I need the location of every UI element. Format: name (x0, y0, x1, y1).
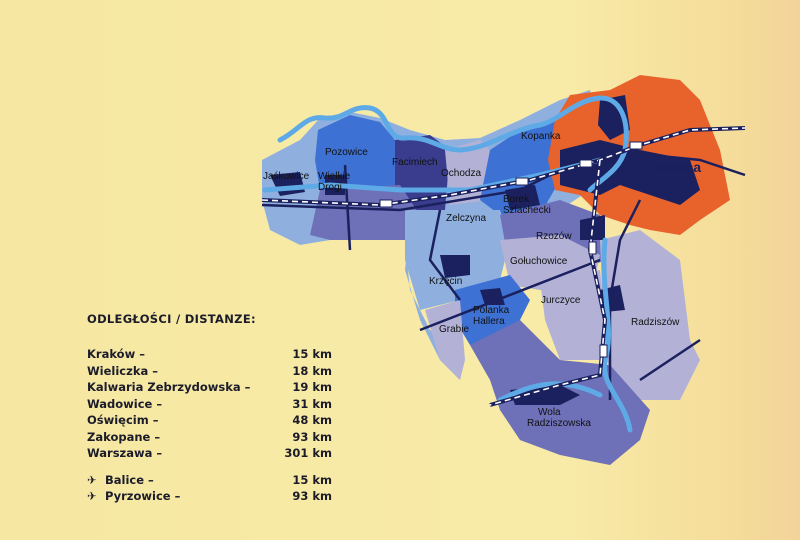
distance-row: Wadowice – 31 km (87, 396, 332, 413)
label-rzozow: Rzozów (536, 231, 572, 242)
city-name: Wadowice – (87, 396, 163, 411)
label-zelczyna: Zelczyna (446, 213, 486, 224)
label-facimiech: Facimiech (392, 157, 438, 168)
airport-distance: 15 km (292, 472, 332, 487)
airplane-icon: ✈ (87, 472, 97, 487)
distance-row: Zakopane – 93 km (87, 429, 332, 446)
airport-row: ✈ Pyrzowice – 93 km (87, 488, 332, 505)
city-name: Wieliczka – (87, 363, 158, 378)
distance-row: Wieliczka – 18 km (87, 363, 332, 380)
label-szlachecki: Szlachecki (503, 205, 551, 216)
airport-distance: 93 km (292, 489, 332, 503)
label-radziszow: Radziszów (631, 317, 680, 328)
railway (261, 126, 746, 407)
city-distance: 93 km (292, 429, 332, 444)
city-name: Warszawa – (87, 446, 163, 460)
city-distance: 31 km (292, 396, 332, 411)
label-jaskowice: Jaśkowice (263, 171, 310, 182)
label-hallera: Hallera (473, 316, 505, 327)
label-radziszowska: Radziszowska (527, 418, 591, 429)
label-grabie: Grabie (439, 324, 469, 335)
label-pozowice: Pozowice (325, 147, 368, 158)
city-distance: 19 km (292, 380, 332, 394)
label-kopanka: Kopanka (521, 131, 561, 142)
airport-row: ✈ Balice – 15 km (87, 472, 332, 489)
region-grabie (425, 300, 465, 380)
label-polanka: Polanka (473, 305, 510, 316)
city-distance: 18 km (292, 363, 332, 378)
city-distance: 48 km (292, 413, 332, 427)
label-skawina: Skawina (645, 159, 701, 175)
label-jurczyce: Jurczyce (541, 295, 581, 306)
region-jurczyce (540, 270, 610, 360)
region-drogi (310, 185, 420, 240)
city-name: Kalwaria Zebrzydowska – (87, 380, 251, 394)
label-krzecin: Krzęcin (429, 276, 462, 287)
label-ochodza: Ochodza (441, 168, 481, 179)
label-goluchowice: Gołuchowice (510, 256, 568, 267)
distances-panel: ODLEGŁOŚCI / DISTANZE: Kraków – 15 km Wie… (87, 312, 332, 505)
label-wola: Wola (538, 407, 561, 418)
distance-row: Kalwaria Zebrzydowska – 19 km (87, 379, 332, 396)
city-name: Zakopane – (87, 429, 161, 444)
distance-row: Oświęcim – 48 km (87, 412, 332, 429)
city-distance: 15 km (292, 347, 332, 361)
label-drogi: Drogi (318, 182, 342, 193)
city-name: Oświęcim – (87, 413, 159, 427)
distance-row: Kraków – 15 km (87, 346, 332, 363)
distance-row: Warszawa – 301 km (87, 445, 332, 462)
label-wielkie: Wielkie (318, 171, 351, 182)
airplane-icon: ✈ (87, 489, 97, 503)
city-distance: 301 km (284, 446, 332, 460)
label-borek: Borek (503, 194, 530, 205)
airport-name: Balice – (105, 472, 154, 487)
airport-name: Pyrzowice – (105, 489, 181, 503)
city-name: Kraków – (87, 347, 145, 361)
region-kopanka (480, 120, 560, 215)
distances-heading: ODLEGŁOŚCI / DISTANZE: (87, 312, 256, 326)
